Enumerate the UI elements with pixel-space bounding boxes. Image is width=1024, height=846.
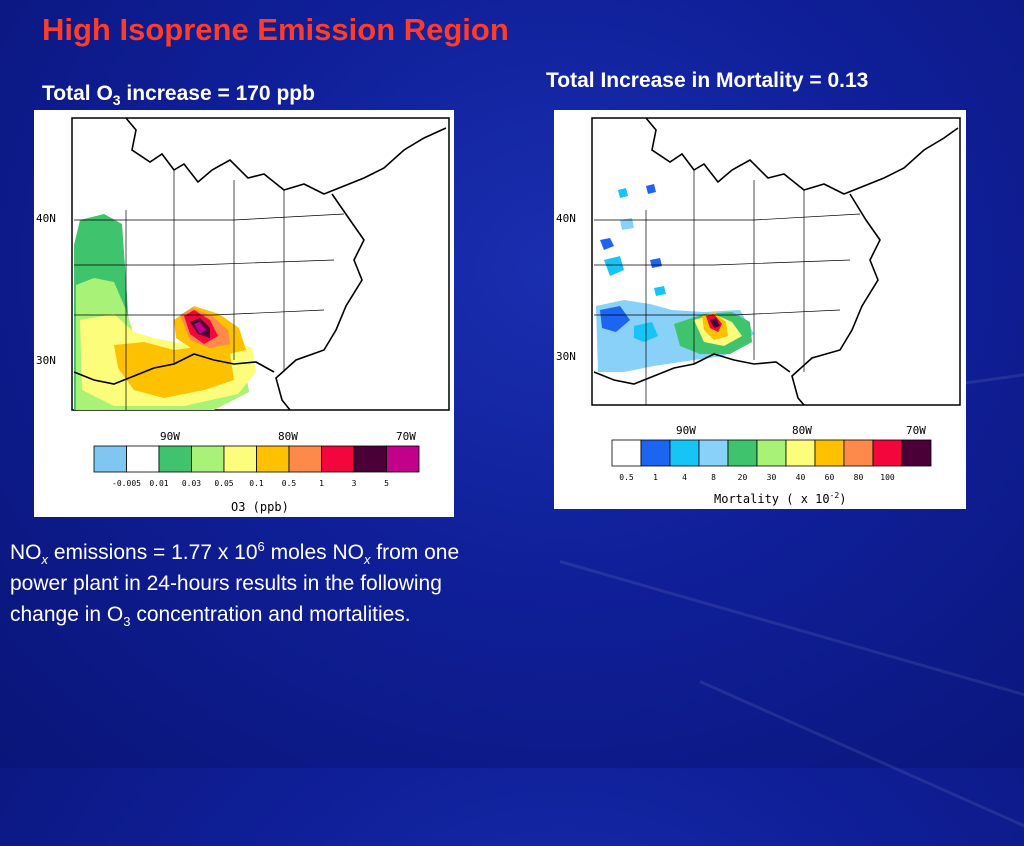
lat-label-30n: 30N bbox=[556, 350, 576, 363]
background-streak bbox=[559, 560, 1024, 707]
legend-tick-label: 0.5 bbox=[282, 479, 297, 488]
lon-label-70w: 70W bbox=[906, 424, 926, 437]
legend-tick-label: 0.03 bbox=[182, 479, 201, 488]
legend-tick-label: 20 bbox=[738, 473, 748, 482]
legend-swatch bbox=[353, 445, 387, 473]
legend-swatch bbox=[843, 439, 874, 467]
slide-title: High Isoprene Emission Region bbox=[42, 12, 509, 47]
background-streak bbox=[699, 680, 1024, 846]
legend-tick-label: 0.05 bbox=[214, 479, 233, 488]
legend-swatch bbox=[727, 439, 758, 467]
legend-swatch bbox=[321, 445, 355, 473]
legend-tick-label: 5 bbox=[384, 479, 389, 488]
o3-map-plot: 40N 30N 90W 80W 70W bbox=[36, 117, 450, 443]
legend-tick-label: 0.1 bbox=[249, 479, 264, 488]
legend-swatch bbox=[901, 439, 932, 467]
o3-heading: Total O3 increase = 170 ppb bbox=[42, 82, 315, 109]
lon-label-70w: 70W bbox=[396, 430, 416, 443]
legend-swatch bbox=[223, 445, 257, 473]
mortality-map-panel: 40N 30N 90W 80W 70W 0.5 1 4 8 20 30 40 60 80 100 … bbox=[554, 110, 966, 509]
legend-tick-label: 40 bbox=[796, 473, 806, 482]
legend-swatch bbox=[288, 445, 322, 473]
legend-swatch bbox=[698, 439, 729, 467]
legend-swatch bbox=[872, 439, 903, 467]
lon-label-80w: 80W bbox=[792, 424, 812, 437]
o3-map-panel: 40N 30N 90W 80W 70W -0.005 0.01 0.03 0.05 0.… bbox=[34, 110, 454, 517]
legend-tick-label: -0.005 bbox=[112, 479, 141, 488]
legend-swatch bbox=[256, 445, 290, 473]
o3-legend-title: O3 (ppb) bbox=[231, 500, 289, 514]
lat-label-40n: 40N bbox=[36, 212, 56, 225]
lat-label-40n: 40N bbox=[556, 212, 576, 225]
legend-tick-label: 1 bbox=[319, 479, 324, 488]
o3-legend: -0.005 0.01 0.03 0.05 0.1 0.5 1 3 5 bbox=[93, 445, 420, 488]
lon-label-80w: 80W bbox=[278, 430, 298, 443]
legend-tick-label: 100 bbox=[880, 473, 895, 482]
legend-swatch bbox=[158, 445, 192, 473]
body-text: NOx emissions = 1.77 x 106 moles NOx fro… bbox=[10, 539, 460, 630]
legend-tick-label: 4 bbox=[682, 473, 687, 482]
legend-swatch bbox=[669, 439, 700, 467]
legend-tick-label: 0.01 bbox=[149, 479, 168, 488]
mortality-legend-title: Mortality ( x 10-2) bbox=[714, 491, 846, 506]
legend-tick-label: 60 bbox=[825, 473, 835, 482]
legend-swatch bbox=[756, 439, 787, 467]
mortality-map-plot: 40N 30N 90W 80W 70W bbox=[556, 117, 961, 437]
lat-label-30n: 30N bbox=[36, 354, 56, 367]
legend-tick-label: 8 bbox=[711, 473, 716, 482]
legend-tick-label: 1 bbox=[653, 473, 658, 482]
legend-swatch bbox=[191, 445, 225, 473]
legend-tick-label: 0.5 bbox=[619, 473, 634, 482]
legend-swatch bbox=[640, 439, 671, 467]
lon-label-90w: 90W bbox=[676, 424, 696, 437]
legend-swatch bbox=[386, 445, 420, 473]
mortality-heading: Total Increase in Mortality = 0.13 bbox=[546, 69, 869, 92]
mortality-legend: 0.5 1 4 8 20 30 40 60 80 100 bbox=[611, 439, 932, 482]
legend-tick-label: 80 bbox=[854, 473, 864, 482]
legend-tick-label: 30 bbox=[767, 473, 777, 482]
legend-swatch bbox=[126, 445, 160, 473]
legend-swatch bbox=[611, 439, 642, 467]
legend-swatch bbox=[93, 445, 127, 473]
legend-tick-label: 3 bbox=[352, 479, 357, 488]
legend-swatch bbox=[785, 439, 816, 467]
lon-label-90w: 90W bbox=[160, 430, 180, 443]
legend-swatch bbox=[814, 439, 845, 467]
